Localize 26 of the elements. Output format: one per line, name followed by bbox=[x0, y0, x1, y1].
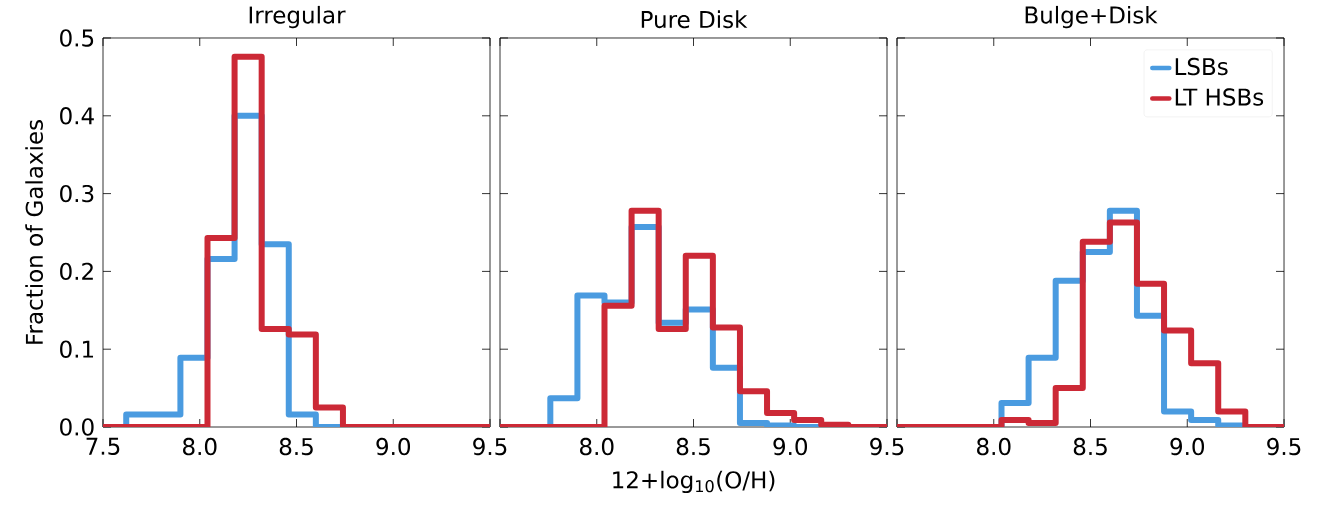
x-tick-label: 8.0 bbox=[580, 437, 614, 456]
x-tick-label: 8.5 bbox=[279, 437, 313, 456]
x-tick-label: 8.0 bbox=[977, 437, 1011, 456]
chart-title: Bulge+Disk bbox=[1025, 5, 1158, 29]
y-tick-label: 0.5 bbox=[60, 29, 94, 47]
y-axis-title: Fraction of Galaxies bbox=[25, 120, 44, 344]
y-tick-label: 0.3 bbox=[60, 184, 94, 203]
legend-label: LSBs bbox=[1175, 57, 1228, 76]
chart-title: Pure Disk bbox=[641, 10, 748, 29]
y-tick-label: 0.1 bbox=[60, 340, 94, 358]
y-tick-label: 0.2 bbox=[60, 262, 93, 281]
x-tick-label: 8.5 bbox=[1073, 437, 1107, 456]
x-tick-label: 9.0 bbox=[773, 437, 808, 456]
legend-label: LT HSBs bbox=[1175, 88, 1264, 106]
y-tick-label: 0.0 bbox=[60, 418, 94, 436]
y-tick-label: 0.4 bbox=[60, 107, 94, 125]
chart-title: Irregular bbox=[249, 5, 346, 29]
x-tick-label: 9.5 bbox=[473, 437, 507, 456]
x-tick-label: 9.0 bbox=[376, 437, 411, 456]
x-tick-label: 9.5 bbox=[870, 437, 904, 456]
x-tick-label: 8.0 bbox=[183, 437, 217, 456]
x-axis-title: 12+log$_{10}$(O/H) bbox=[613, 470, 775, 494]
x-tick-label: 9.0 bbox=[1170, 437, 1205, 456]
x-tick-label: 9.5 bbox=[1267, 437, 1301, 456]
x-tick-label: 7.5 bbox=[86, 437, 120, 455]
x-tick-label: 8.5 bbox=[676, 437, 710, 456]
